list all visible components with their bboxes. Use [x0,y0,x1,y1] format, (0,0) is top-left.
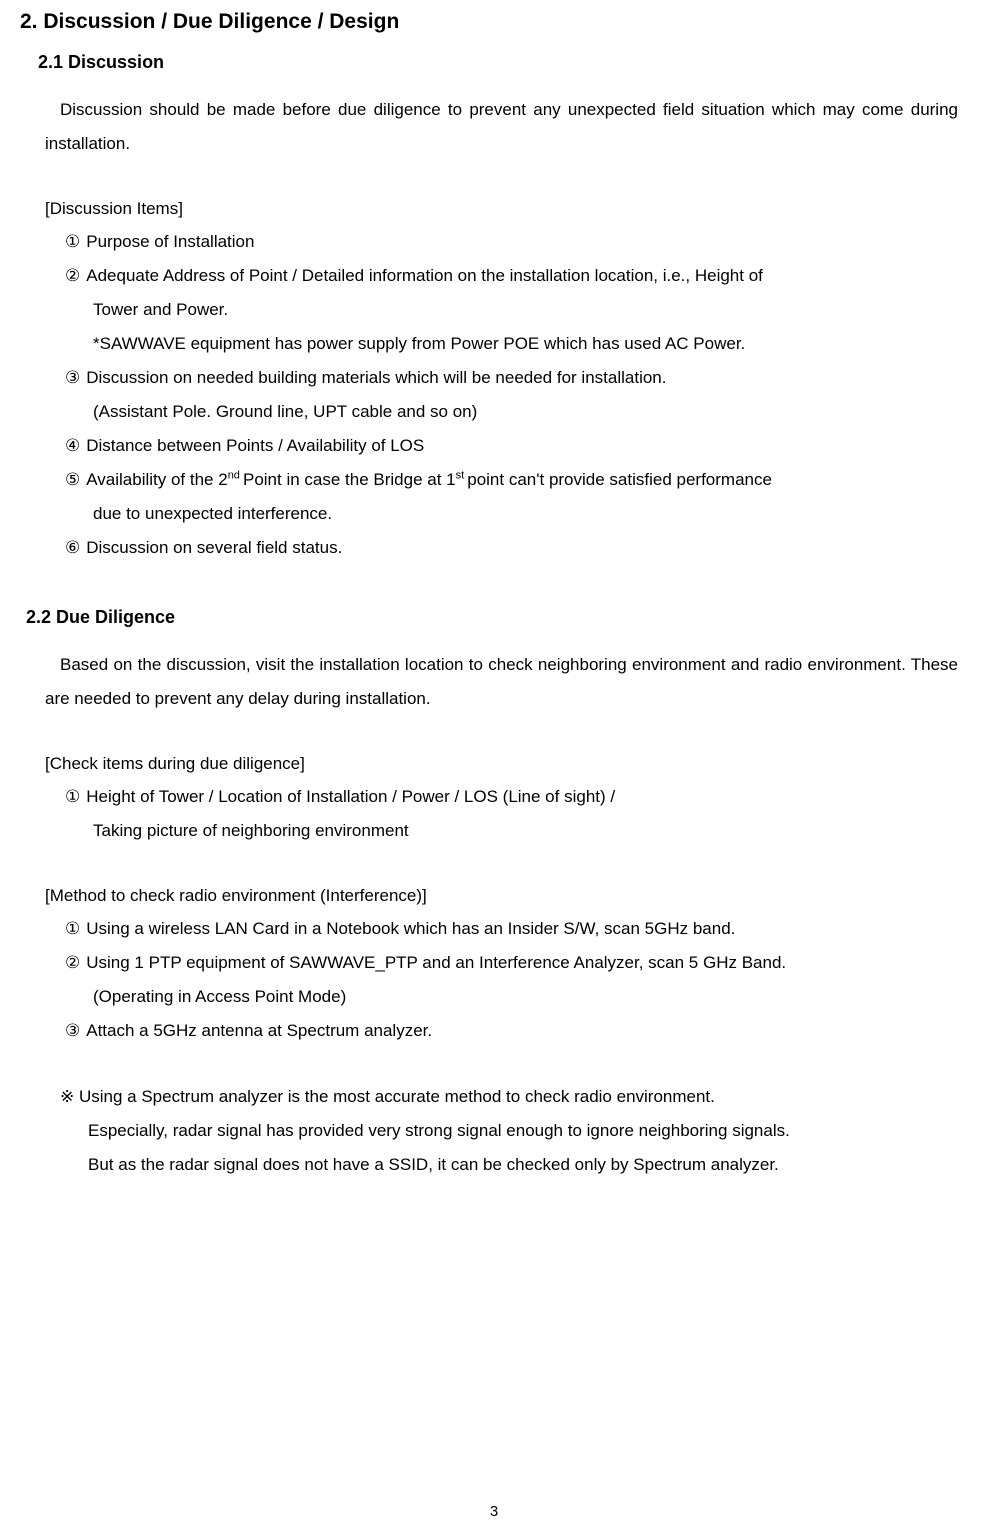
subsection-2-1-title: 2.1 Discussion [38,52,968,73]
list-item: ③ Attach a 5GHz antenna at Spectrum anal… [65,1014,968,1048]
list-item: ⑤ Availability of the 2nd Point in case … [65,463,968,497]
text-part: Point in case the Bridge at 1 [243,470,456,489]
page-number: 3 [490,1503,498,1520]
text-part: point can't provide satisfied performanc… [467,470,772,489]
note-line: Especially, radar signal has provided ve… [88,1114,968,1148]
list-sub-line: *SAWWAVE equipment has power supply from… [93,327,968,361]
list-content: Distance between Points / Availability o… [86,429,968,463]
list-item: ③ Discussion on needed building material… [65,361,968,395]
list-content: Purpose of Installation [86,225,968,259]
list-item: ④ Distance between Points / Availability… [65,429,968,463]
list-content: Using 1 PTP equipment of SAWWAVE_PTP and… [86,946,968,980]
list-content: Using a wireless LAN Card in a Notebook … [86,912,968,946]
subsection-2-2-title: 2.2 Due Diligence [26,607,968,628]
list-content: Discussion on several field status. [86,531,968,565]
subsection-2-1-intro: Discussion should be made before due dil… [45,93,958,161]
list-sub-line: due to unexpected interference. [93,497,968,531]
list-marker: ③ [65,361,80,395]
list-content: Height of Tower / Location of Installati… [86,780,968,814]
note-block: ※ Using a Spectrum analyzer is the most … [70,1080,968,1182]
list-marker: ⑥ [65,531,80,565]
list-content: Attach a 5GHz antenna at Spectrum analyz… [86,1014,968,1048]
list-sub-line: Taking picture of neighboring environmen… [93,814,968,848]
list-marker: ① [65,912,80,946]
note-line: ※ Using a Spectrum analyzer is the most … [60,1080,968,1114]
list-marker: ③ [65,1014,80,1048]
list-marker: ② [65,259,80,293]
list-content: Adequate Address of Point / Detailed inf… [86,259,968,293]
superscript: st [456,469,468,481]
list-sub-line: Tower and Power. [93,293,968,327]
list-content: Discussion on needed building materials … [86,361,968,395]
check-items-heading: [Check items during due diligence] [45,754,968,774]
list-marker: ① [65,780,80,814]
list-sub-line: (Operating in Access Point Mode) [93,980,968,1014]
list-content: Availability of the 2nd Point in case th… [86,463,968,497]
list-marker: ① [65,225,80,259]
method-list: ① Using a wireless LAN Card in a Noteboo… [65,912,968,1048]
list-sub-line: (Assistant Pole. Ground line, UPT cable … [93,395,968,429]
discussion-items-list: ① Purpose of Installation ② Adequate Add… [65,225,968,565]
check-items-list: ① Height of Tower / Location of Installa… [65,780,968,848]
text-part: Availability of the 2 [86,470,227,489]
list-marker: ② [65,946,80,980]
list-item: ② Adequate Address of Point / Detailed i… [65,259,968,293]
subsection-2-2-intro: Based on the discussion, visit the insta… [45,648,958,716]
list-item: ① Height of Tower / Location of Installa… [65,780,968,814]
method-heading: [Method to check radio environment (Inte… [45,886,968,906]
list-marker: ⑤ [65,463,80,497]
list-item: ② Using 1 PTP equipment of SAWWAVE_PTP a… [65,946,968,980]
list-item: ⑥ Discussion on several field status. [65,531,968,565]
list-marker: ④ [65,429,80,463]
superscript: nd [228,469,243,481]
note-line: But as the radar signal does not have a … [88,1148,968,1182]
discussion-items-heading: [Discussion Items] [45,199,968,219]
list-item: ① Using a wireless LAN Card in a Noteboo… [65,912,968,946]
section-title: 2. Discussion / Due Diligence / Design [20,10,968,34]
list-item: ① Purpose of Installation [65,225,968,259]
